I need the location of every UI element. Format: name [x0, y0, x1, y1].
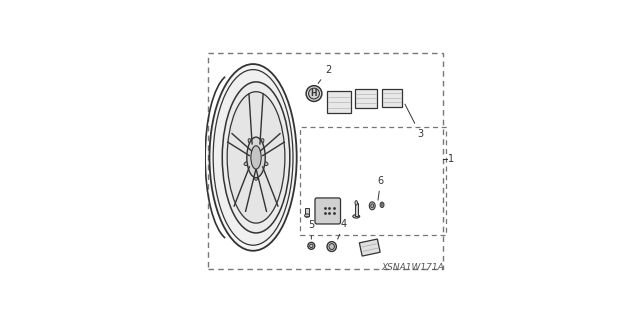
Ellipse shape	[329, 244, 334, 249]
Ellipse shape	[310, 244, 313, 248]
Bar	[305, 208, 309, 216]
Ellipse shape	[259, 139, 264, 145]
Bar	[355, 203, 358, 216]
Ellipse shape	[209, 64, 297, 251]
Ellipse shape	[261, 161, 268, 166]
Bar	[355, 89, 377, 108]
Ellipse shape	[222, 82, 290, 233]
Ellipse shape	[353, 215, 360, 218]
Circle shape	[306, 86, 322, 101]
Ellipse shape	[369, 202, 375, 210]
Polygon shape	[359, 239, 380, 256]
Ellipse shape	[327, 242, 337, 251]
Ellipse shape	[251, 146, 261, 169]
Text: XSNA1W171A: XSNA1W171A	[381, 263, 444, 272]
Text: 5: 5	[308, 220, 315, 239]
Ellipse shape	[380, 202, 384, 208]
Text: 3: 3	[405, 104, 423, 138]
Ellipse shape	[247, 137, 265, 178]
Text: 4: 4	[338, 219, 347, 239]
Text: 1: 1	[448, 154, 454, 164]
Bar	[327, 91, 351, 113]
Ellipse shape	[213, 70, 293, 245]
Bar	[208, 53, 443, 269]
Ellipse shape	[381, 204, 383, 206]
Ellipse shape	[308, 242, 315, 249]
Ellipse shape	[227, 92, 285, 223]
Ellipse shape	[244, 161, 251, 166]
Bar	[382, 89, 402, 107]
Circle shape	[308, 88, 319, 99]
Ellipse shape	[355, 201, 358, 205]
Ellipse shape	[371, 204, 374, 208]
Text: 2: 2	[318, 65, 332, 84]
FancyBboxPatch shape	[315, 198, 340, 224]
Text: 6: 6	[378, 176, 384, 200]
Ellipse shape	[254, 173, 258, 180]
Text: H: H	[311, 89, 317, 98]
Ellipse shape	[248, 139, 253, 145]
Ellipse shape	[305, 214, 310, 217]
Bar	[300, 127, 446, 235]
